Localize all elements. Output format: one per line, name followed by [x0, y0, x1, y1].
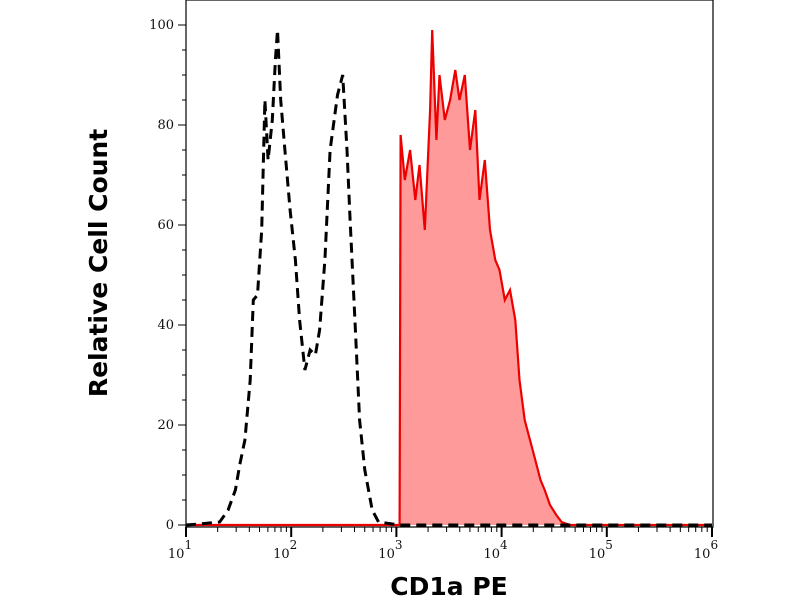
x-tick-label: 106: [694, 538, 718, 562]
x-tick-label: 101: [168, 538, 192, 562]
y-tick-label: 100: [149, 18, 174, 33]
x-axis-label: CD1a PE: [390, 572, 507, 600]
x-tick-label: 103: [378, 538, 402, 562]
cd1a-pe-histogram-fill: [186, 30, 712, 525]
cd1a-pe-histogram-line: [186, 29, 712, 527]
isotype-control-histogram: [185, 29, 712, 527]
y-axis-label: Relative Cell Count: [84, 129, 113, 397]
y-tick-label: 60: [157, 218, 174, 233]
y-tick-label: 0: [166, 518, 174, 533]
y-tick-label: 20: [157, 418, 174, 433]
x-tick-label: 105: [589, 538, 613, 562]
y-tick-label: 80: [157, 118, 174, 133]
y-tick-label: 40: [157, 318, 174, 333]
x-tick-label: 104: [484, 538, 509, 562]
x-tick-label: 102: [273, 538, 297, 562]
plot-frame: [185, 0, 714, 528]
